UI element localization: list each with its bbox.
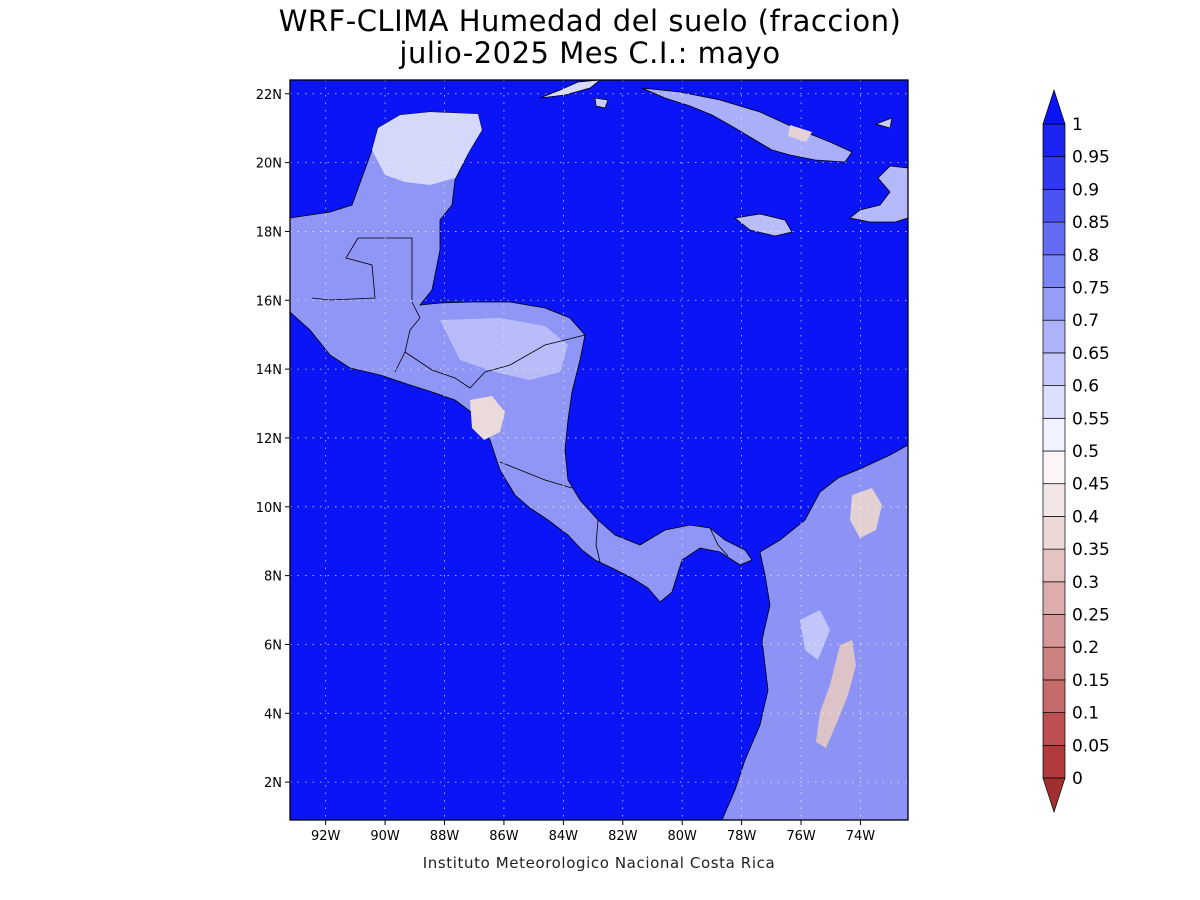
colorbar-high-arrow bbox=[1042, 88, 1066, 125]
lon-tick-label: 78W bbox=[727, 829, 757, 844]
colorbar-label: 0.3 bbox=[1072, 573, 1099, 593]
colorbar-label: 0 bbox=[1072, 769, 1083, 789]
colorbar-label: 0.45 bbox=[1072, 475, 1110, 495]
latitude-axis: 2N 4N 6N 8N 10N 12N 14N 16N 18N 20N 22N bbox=[256, 88, 290, 791]
lon-tick-label: 88W bbox=[430, 829, 460, 844]
colorbar-label: 0.5 bbox=[1072, 442, 1099, 462]
colorbar-label: 0.2 bbox=[1072, 638, 1099, 658]
lon-tick-label: 92W bbox=[311, 829, 341, 844]
colorbar-swatch bbox=[1042, 450, 1066, 485]
colorbar-label: 1 bbox=[1072, 115, 1083, 135]
colorbar-swatch bbox=[1042, 581, 1066, 615]
lat-tick-label: 18N bbox=[256, 225, 282, 240]
colorbar-swatch bbox=[1042, 417, 1066, 452]
lat-tick-label: 16N bbox=[256, 294, 282, 309]
colorbar-swatch bbox=[1042, 646, 1066, 681]
lon-tick-label: 82W bbox=[608, 829, 638, 844]
land-hispaniola bbox=[849, 165, 908, 223]
colorbar-swatch bbox=[1042, 352, 1066, 386]
colorbar-label: 0.65 bbox=[1072, 344, 1110, 364]
colorbar-swatch bbox=[1042, 744, 1066, 779]
country-borders bbox=[311, 237, 729, 563]
colorbar-label: 0.15 bbox=[1072, 671, 1110, 691]
land-cuba-dry bbox=[788, 125, 812, 142]
land-dry-patch-nicaragua bbox=[470, 396, 505, 440]
colorbar-swatch bbox=[1042, 614, 1066, 648]
lat-tick-label: 12N bbox=[256, 432, 282, 447]
colorbar: 0 0.05 0.1 0.15 0.2 0.25 0.3 0.35 0.4 0.45 0.5 0.55… bbox=[1042, 88, 1110, 814]
lon-tick-label: 80W bbox=[667, 829, 697, 844]
credit-footer: Instituto Meteorologico Nacional Costa R… bbox=[422, 854, 776, 872]
colorbar-swatch bbox=[1042, 516, 1066, 550]
map-gridlines bbox=[290, 80, 908, 820]
lat-tick-label: 6N bbox=[264, 638, 282, 653]
colorbar-label: 0.9 bbox=[1072, 180, 1099, 200]
colorbar-swatch bbox=[1042, 483, 1066, 517]
lat-tick-label: 4N bbox=[264, 707, 282, 722]
lon-tick-label: 86W bbox=[489, 829, 519, 844]
colorbar-swatch bbox=[1042, 221, 1066, 256]
lon-tick-label: 74W bbox=[846, 829, 876, 844]
land-layer bbox=[290, 80, 908, 820]
lat-tick-label: 20N bbox=[256, 157, 282, 172]
map-title: WRF-CLIMA Humedad del suelo (fraccion) bbox=[278, 4, 902, 38]
land-jamaica bbox=[734, 213, 793, 237]
colorbar-label: 0.85 bbox=[1072, 213, 1110, 233]
colorbar-swatch bbox=[1042, 287, 1066, 321]
lon-tick-label: 84W bbox=[549, 829, 579, 844]
colorbar-label: 0.7 bbox=[1072, 311, 1099, 331]
land-mexico-coast-top bbox=[539, 80, 601, 99]
colorbar-swatch bbox=[1042, 189, 1066, 223]
lat-tick-label: 14N bbox=[256, 363, 282, 378]
land-bahamas-piece bbox=[874, 117, 893, 129]
land-isla-juventud bbox=[594, 97, 609, 109]
colorbar-swatch bbox=[1042, 679, 1066, 713]
colorbar-swatch bbox=[1042, 123, 1066, 158]
colorbar-label: 0.95 bbox=[1072, 148, 1110, 168]
map-frame bbox=[289, 79, 909, 821]
colorbar-label: 0.25 bbox=[1072, 606, 1110, 626]
land-andes-light bbox=[800, 610, 830, 660]
colorbar-low-arrow bbox=[1042, 777, 1066, 814]
lon-tick-label: 76W bbox=[786, 829, 816, 844]
colorbar-label: 0.6 bbox=[1072, 377, 1099, 397]
land-cuba bbox=[641, 87, 853, 163]
lat-tick-label: 8N bbox=[264, 570, 282, 585]
land-andes-dry bbox=[816, 640, 856, 748]
colorbar-swatch bbox=[1042, 712, 1066, 746]
colorbar-label: 0.8 bbox=[1072, 246, 1099, 266]
colorbar-label: 0.75 bbox=[1072, 279, 1110, 299]
colorbar-label: 0.1 bbox=[1072, 704, 1099, 724]
lat-tick-label: 10N bbox=[256, 501, 282, 516]
lon-tick-label: 90W bbox=[370, 829, 400, 844]
colorbar-label: 0.55 bbox=[1072, 409, 1110, 429]
land-honduras-interior bbox=[440, 318, 568, 380]
land-andes-north bbox=[850, 488, 882, 538]
lat-tick-label: 2N bbox=[264, 776, 282, 791]
colorbar-label: 0.05 bbox=[1072, 736, 1110, 756]
colorbar-label: 0.35 bbox=[1072, 540, 1110, 560]
colorbar-swatch bbox=[1042, 548, 1066, 583]
colorbar-swatch bbox=[1042, 385, 1066, 419]
colorbar-swatch bbox=[1042, 319, 1066, 354]
colorbar-label: 0.4 bbox=[1072, 507, 1099, 527]
map-subtitle: julio-2025 Mes C.I.: mayo bbox=[399, 36, 781, 70]
land-yucatan-dry bbox=[372, 112, 482, 185]
longitude-axis: 92W 90W 88W 86W 84W 82W 80W 78W 76W 74W bbox=[311, 820, 875, 844]
lat-tick-label: 22N bbox=[256, 88, 282, 103]
colorbar-swatch bbox=[1042, 254, 1066, 288]
colorbar-swatch bbox=[1042, 156, 1066, 190]
